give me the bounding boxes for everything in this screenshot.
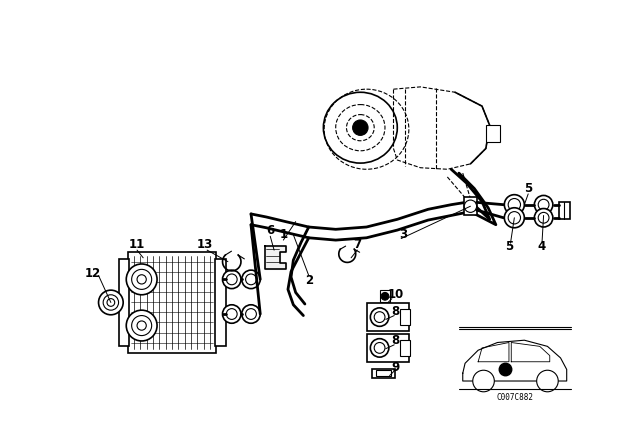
Text: 1: 1 <box>279 228 287 241</box>
Bar <box>128 252 216 353</box>
Circle shape <box>508 211 520 224</box>
Bar <box>486 125 500 142</box>
Text: 2: 2 <box>305 275 313 288</box>
Bar <box>559 202 570 219</box>
Bar <box>380 290 390 302</box>
Circle shape <box>126 264 157 295</box>
Circle shape <box>246 274 257 285</box>
Bar <box>367 303 409 331</box>
Bar <box>372 369 395 378</box>
Circle shape <box>103 295 118 310</box>
Text: 4: 4 <box>538 240 546 253</box>
Text: 5: 5 <box>505 240 513 253</box>
Bar <box>401 340 410 356</box>
Bar <box>376 370 391 376</box>
Circle shape <box>353 120 368 135</box>
Text: 6: 6 <box>266 224 275 237</box>
Text: 5: 5 <box>524 182 532 195</box>
Circle shape <box>246 309 257 319</box>
Bar <box>118 258 129 346</box>
Bar <box>367 334 409 362</box>
Text: 13: 13 <box>196 238 213 251</box>
Circle shape <box>374 312 385 323</box>
Bar <box>215 258 225 346</box>
Circle shape <box>534 208 553 227</box>
Text: 7: 7 <box>353 238 362 251</box>
Circle shape <box>227 309 237 319</box>
Text: C007C882: C007C882 <box>496 393 533 402</box>
Circle shape <box>504 208 524 228</box>
Circle shape <box>132 269 152 289</box>
Circle shape <box>107 299 115 306</box>
Circle shape <box>537 370 558 392</box>
Circle shape <box>504 195 524 215</box>
Circle shape <box>242 270 260 289</box>
Circle shape <box>242 305 260 323</box>
Circle shape <box>132 315 152 336</box>
Text: 9: 9 <box>392 362 400 375</box>
Polygon shape <box>265 246 287 269</box>
Circle shape <box>538 199 549 210</box>
Circle shape <box>508 198 520 211</box>
Circle shape <box>371 308 389 326</box>
Text: 12: 12 <box>84 267 100 280</box>
Circle shape <box>137 321 147 330</box>
Circle shape <box>473 370 494 392</box>
Circle shape <box>137 275 147 284</box>
Circle shape <box>371 339 389 357</box>
Circle shape <box>99 290 123 315</box>
Circle shape <box>534 195 553 214</box>
Bar <box>464 197 477 215</box>
Circle shape <box>381 293 389 300</box>
Text: 8: 8 <box>392 335 400 348</box>
Circle shape <box>223 305 241 323</box>
Circle shape <box>126 310 157 341</box>
Bar <box>401 310 410 325</box>
Circle shape <box>374 343 385 353</box>
Text: 10: 10 <box>388 288 404 301</box>
Text: 3: 3 <box>399 228 408 241</box>
Circle shape <box>223 270 241 289</box>
Circle shape <box>464 200 477 212</box>
Text: 11: 11 <box>129 238 145 251</box>
Text: 8: 8 <box>392 305 400 318</box>
Circle shape <box>538 212 549 223</box>
Circle shape <box>227 274 237 285</box>
